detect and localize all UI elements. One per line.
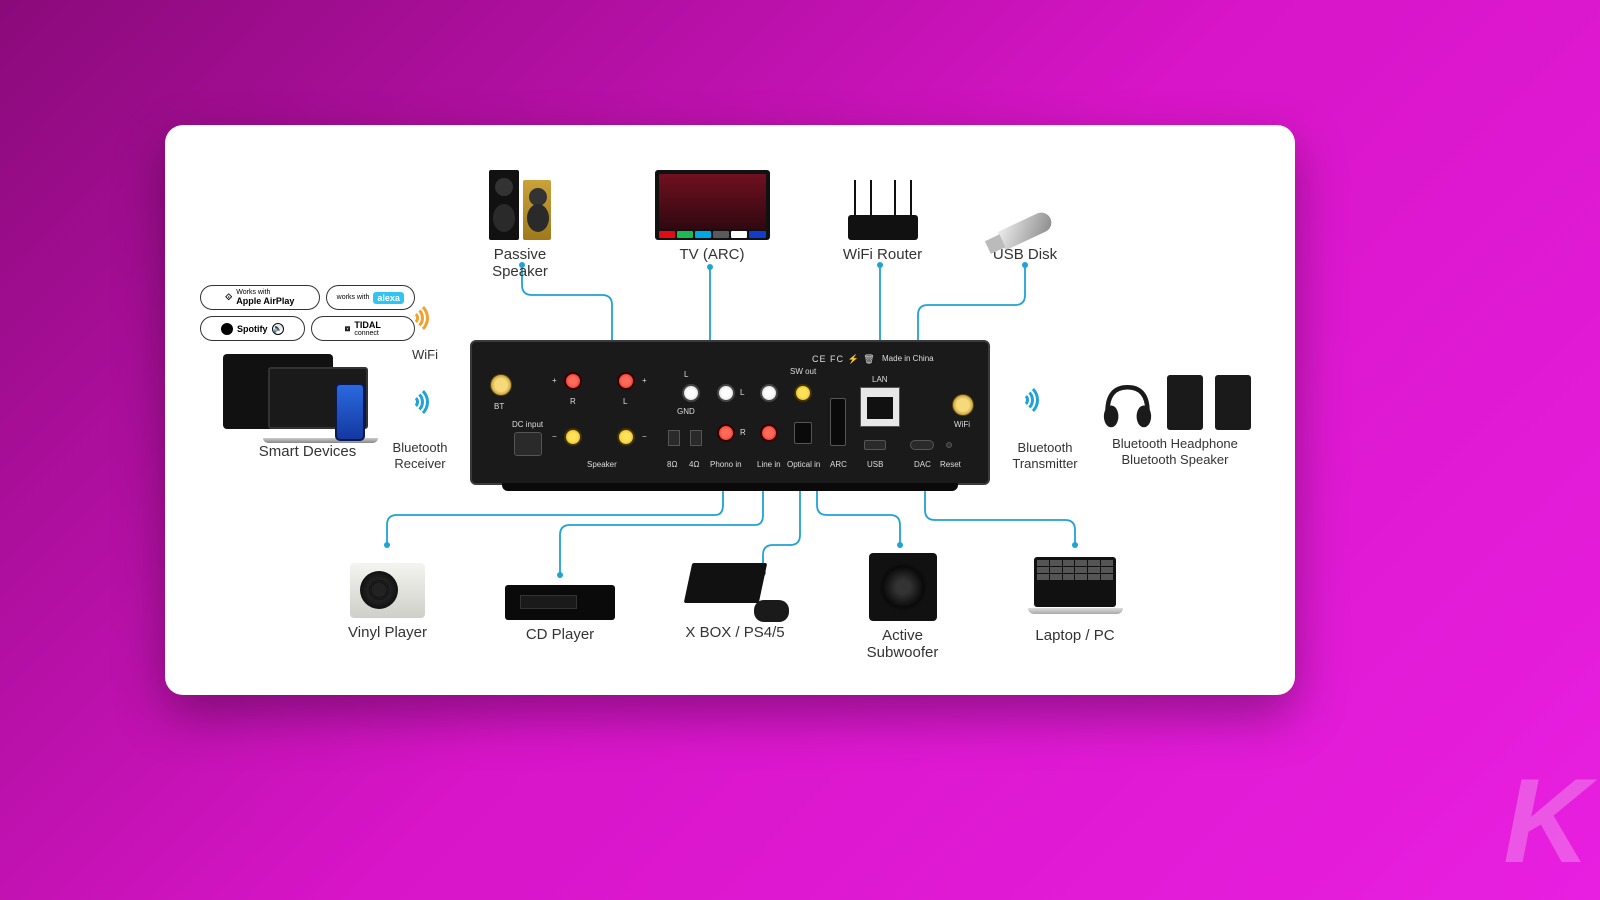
port-label: USB [867, 460, 883, 469]
port-label: ARC [830, 460, 847, 469]
device-label: Passive Speaker [465, 246, 575, 280]
speaker-icon [489, 170, 519, 240]
gnd-port [682, 384, 700, 402]
port-label: SW out [790, 367, 816, 376]
speaker-icon [523, 180, 551, 240]
port-label: LAN [872, 375, 888, 384]
service-badges: ⟐ Works withApple AirPlay works with ale… [200, 285, 415, 460]
port-label: DC input [512, 420, 543, 429]
port-label: WiFi [954, 420, 970, 429]
speaker-l-pos [617, 372, 635, 390]
subwoofer-icon [869, 553, 937, 621]
device-tv: TV (ARC) [652, 165, 772, 263]
phono-r [717, 424, 735, 442]
port-label: Speaker [587, 460, 617, 469]
device-laptop: Laptop / PC [1025, 553, 1125, 644]
device-label: TV (ARC) [652, 246, 772, 263]
device-console: X BOX / PS4/5 [675, 553, 795, 641]
port-label: L [623, 397, 627, 406]
console-icon [688, 563, 783, 618]
device-label: Vinyl Player [340, 624, 435, 641]
port-label: Optical in [787, 460, 820, 469]
port-label: R [740, 428, 746, 437]
dac-port [910, 440, 934, 450]
port-label: L [684, 370, 688, 379]
device-label: Laptop / PC [1025, 627, 1125, 644]
watermark: K [1503, 752, 1580, 890]
device-usb: USB Disk [980, 165, 1070, 263]
bt-speaker-icon [1215, 375, 1251, 430]
sw-out [794, 384, 812, 402]
reset-button [946, 442, 952, 448]
switch-8o [668, 430, 680, 446]
bt-antenna-port [490, 374, 512, 396]
phono-l [717, 384, 735, 402]
device-label: Bluetooth HeadphoneBluetooth Speaker [1085, 436, 1265, 469]
dc-input-port [514, 432, 542, 456]
bt-speaker-icon [1167, 375, 1203, 430]
headphones-icon [1100, 380, 1155, 430]
device-label: CD Player [500, 626, 620, 643]
diagram-card: ⟐ Works withApple AirPlay works with ale… [165, 125, 1295, 695]
laptop-icon [1028, 557, 1123, 617]
device-cd: CD Player [500, 580, 620, 643]
badge-airplay: ⟐ Works withApple AirPlay [200, 285, 320, 310]
device-passive-speaker: Passive Speaker [465, 165, 575, 280]
port-label: Reset [940, 460, 961, 469]
usb-port [864, 440, 886, 450]
smart-devices-icon [223, 349, 393, 439]
switch-4o [690, 430, 702, 446]
port-label: Phono in [710, 460, 742, 469]
port-label: GND [677, 407, 695, 416]
bluetooth-tx-label: BluetoothTransmitter [1000, 440, 1090, 473]
device-vinyl: Vinyl Player [340, 553, 435, 641]
port-label: BT [494, 402, 504, 411]
linein-l [760, 384, 778, 402]
port-label: 4Ω [689, 460, 699, 469]
device-router: WiFi Router [840, 165, 925, 263]
port-label: DAC [914, 460, 931, 469]
badge-spotify: Spotify 🔊 [200, 316, 305, 341]
router-icon [848, 215, 918, 240]
optical-port [794, 422, 812, 444]
lan-port [860, 387, 900, 427]
device-label: WiFi Router [840, 246, 925, 263]
speaker-l-neg [617, 428, 635, 446]
vinyl-icon [350, 563, 425, 618]
port-label: Line in [757, 460, 781, 469]
wifi-antenna-port [952, 394, 974, 416]
bluetooth-rx-label: BluetoothReceiver [380, 440, 460, 473]
device-label: Active Subwoofer [845, 627, 960, 661]
tv-icon [655, 170, 770, 240]
made-in-label: Made in China [882, 354, 934, 363]
speaker-r-neg [564, 428, 582, 446]
device-bt-headphone-speaker: Bluetooth HeadphoneBluetooth Speaker [1085, 370, 1265, 469]
usb-icon [996, 209, 1054, 250]
port-label: R [570, 397, 576, 406]
cd-player-icon [505, 585, 615, 620]
wifi-label: WiFi [405, 347, 445, 363]
hdmi-arc-port [830, 398, 846, 446]
device-label: X BOX / PS4/5 [675, 624, 795, 641]
speaker-r-pos [564, 372, 582, 390]
port-label: 8Ω [667, 460, 677, 469]
linein-r [760, 424, 778, 442]
port-label: L [740, 388, 744, 397]
amplifier-rear-panel: BT + + − − R L Speaker DC input 8Ω 4Ω L … [470, 340, 990, 485]
device-subwoofer: Active Subwoofer [845, 551, 960, 661]
